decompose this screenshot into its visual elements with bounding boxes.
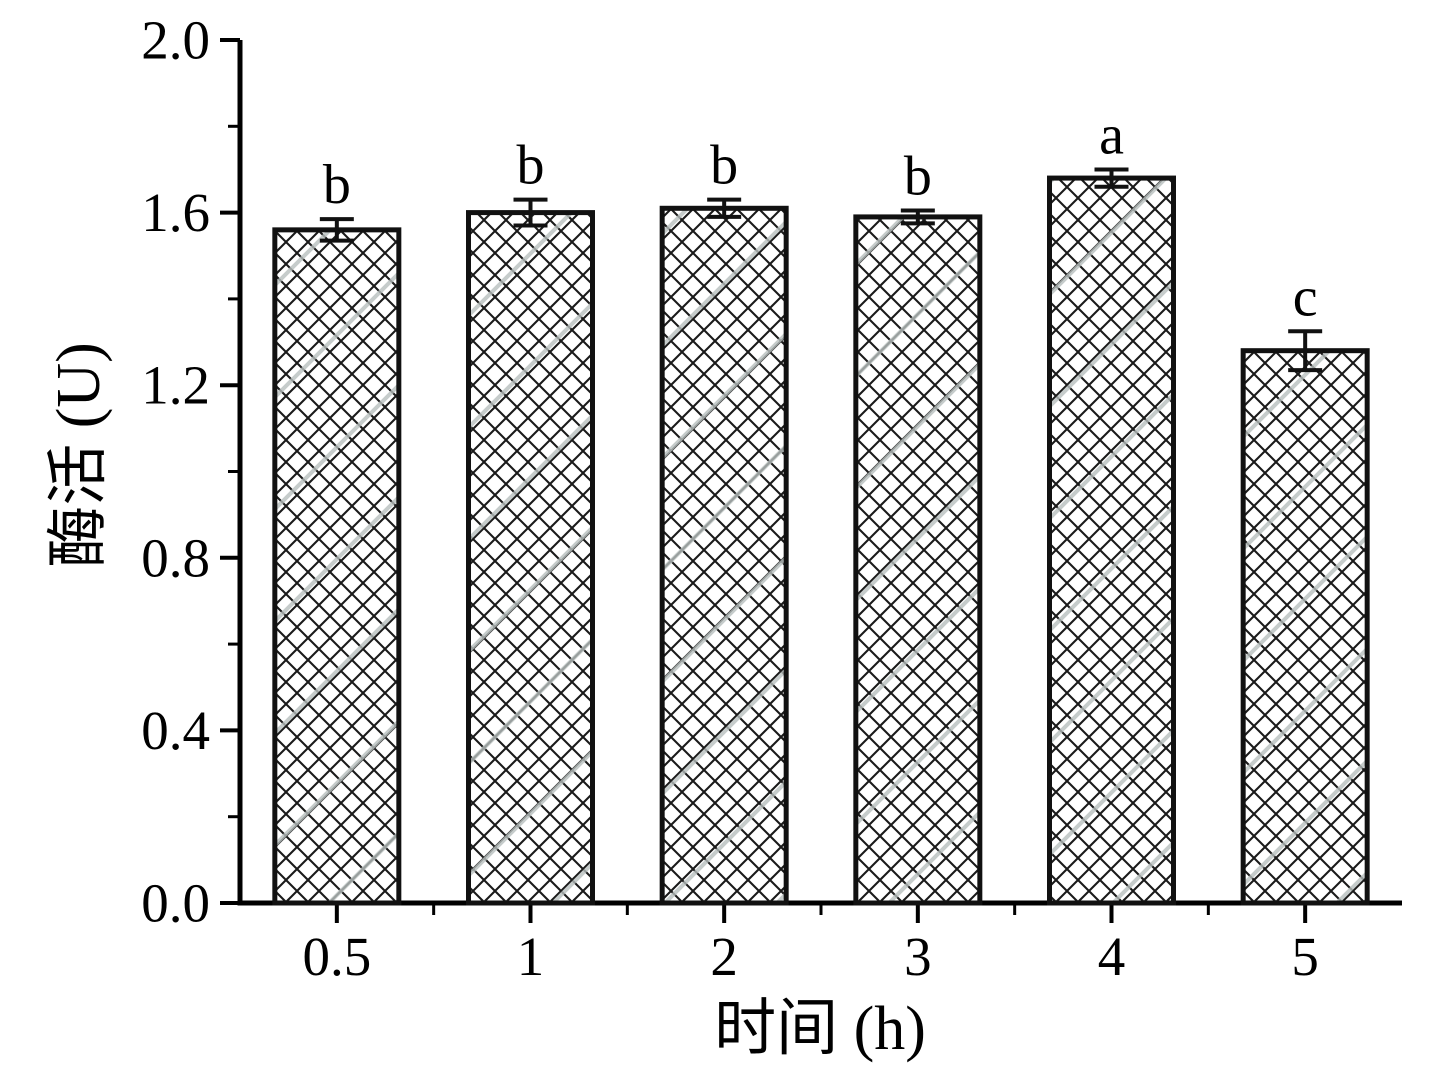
bar-group: b (272, 154, 402, 906)
y-tick-label: 0.4 (141, 700, 210, 761)
y-tick-label: 2.0 (141, 10, 210, 71)
bar-group: b (853, 145, 983, 906)
x-tick-label: 3 (904, 926, 932, 987)
bar-accent-fill (662, 208, 787, 903)
bar-group: a (1047, 104, 1176, 906)
y-tick-label: 0.0 (141, 873, 210, 934)
sig-letter: b (517, 135, 545, 197)
x-tick-label: 5 (1291, 926, 1319, 987)
sig-letter: b (904, 145, 932, 207)
x-tick-label: 4 (1098, 926, 1126, 987)
error-bar (513, 197, 548, 228)
bar-accent-fill (1049, 178, 1174, 903)
x-tick-label: 0.5 (302, 926, 371, 987)
error-bar (319, 217, 354, 243)
x-tick-label: 2 (710, 926, 738, 987)
y-tick-label: 1.6 (141, 182, 210, 243)
bar-accent-fill (468, 212, 593, 904)
y-axis-title: 酶活 (U) (45, 342, 113, 568)
sig-letter: b (323, 154, 351, 216)
y-tick-label: 0.8 (141, 527, 210, 588)
x-tick-label: 1 (517, 926, 545, 987)
axes (237, 40, 1402, 906)
bar-accent-fill (1243, 350, 1368, 903)
error-bar (900, 208, 935, 226)
error-bar (1094, 167, 1129, 189)
bar-group: b (466, 135, 595, 906)
bar-accent-fill (274, 229, 399, 904)
bar-group: c (1240, 266, 1370, 906)
y-tick-label: 1.2 (141, 355, 210, 416)
bar-accent-fill (855, 216, 980, 904)
x-axis-title: 时间 (h) (714, 995, 926, 1063)
sig-letter: b (710, 135, 738, 197)
sig-letter: c (1293, 266, 1318, 328)
error-bar (1288, 329, 1323, 373)
error-bar (707, 197, 742, 219)
sig-letter: a (1099, 104, 1124, 166)
bar-group: b (659, 135, 789, 906)
